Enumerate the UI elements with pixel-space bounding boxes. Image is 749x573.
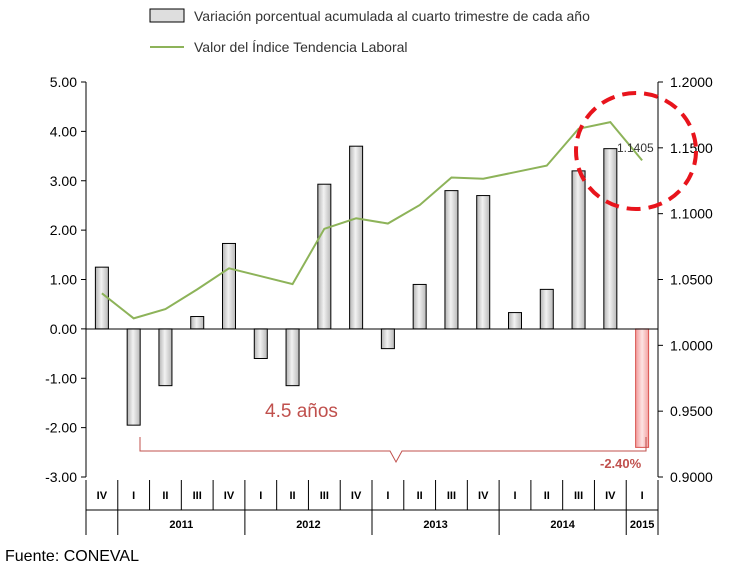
quarter-label: IV <box>97 490 108 502</box>
year-label: 2014 <box>550 519 575 531</box>
left-tick-label: 5.00 <box>50 74 77 90</box>
quarter-label: I <box>641 490 644 502</box>
quarter-label: IV <box>224 490 235 502</box>
left-tick-label: 0.00 <box>50 321 77 337</box>
year-label: 2015 <box>630 519 654 531</box>
left-tick-label: 4.00 <box>50 123 77 139</box>
quarter-label: I <box>259 490 262 502</box>
right-tick-label: 0.9500 <box>670 403 713 419</box>
left-tick-label: 1.00 <box>50 272 77 288</box>
quarter-label: III <box>193 490 202 502</box>
bar <box>285 328 300 387</box>
bar <box>444 190 459 330</box>
quarter-label: I <box>386 490 389 502</box>
bar <box>571 170 586 330</box>
bar <box>476 195 491 330</box>
bar <box>126 328 141 426</box>
right-axis-ticks: 0.9000 0.9500 1.0000 1.0500 1.1000 1.1500 1.20… <box>658 74 713 485</box>
quarter-label: II <box>162 490 168 502</box>
bar <box>412 283 427 330</box>
left-tick-label: -2.00 <box>45 420 77 436</box>
left-tick-label: -1.00 <box>45 370 77 386</box>
right-tick-label: 1.2000 <box>670 74 713 90</box>
year-label: 2013 <box>423 519 447 531</box>
right-tick-label: 0.9000 <box>670 469 713 485</box>
legend-bar-label: Variación porcentual acumulada al cuarto… <box>194 8 590 24</box>
source-label: Fuente: CONEVAL <box>5 548 139 565</box>
last-line-value-label: 1.1405 <box>617 141 654 155</box>
right-tick-label: 1.0000 <box>670 337 713 353</box>
right-tick-label: 1.1000 <box>670 206 713 222</box>
quarter-label: II <box>417 490 423 502</box>
last-bar-value-label: -2.40% <box>600 456 642 471</box>
line-series <box>101 121 643 320</box>
quarter-label: III <box>320 490 329 502</box>
left-tick-label: -3.00 <box>45 469 77 485</box>
bar <box>539 288 554 330</box>
bar <box>317 183 332 330</box>
span-brace <box>139 437 647 464</box>
quarter-label: III <box>574 490 583 502</box>
quarter-label: II <box>544 490 550 502</box>
quarter-label: IV <box>351 490 362 502</box>
left-tick-label: 3.00 <box>50 173 77 189</box>
right-tick-label: 1.1500 <box>670 140 713 156</box>
quarter-label: IV <box>605 490 616 502</box>
quarter-label: II <box>289 490 295 502</box>
legend-bar-swatch <box>149 8 185 23</box>
bar <box>508 312 522 330</box>
year-label: 2011 <box>169 519 193 531</box>
legend: Variación porcentual acumulada al cuarto… <box>149 8 590 55</box>
quarter-label: IV <box>478 490 489 502</box>
left-tick-label: 2.00 <box>50 222 77 238</box>
bar <box>603 148 618 330</box>
highlight-circle <box>574 91 698 211</box>
bar <box>190 316 205 330</box>
bar <box>222 242 236 330</box>
bar <box>380 328 395 350</box>
bar <box>635 328 650 448</box>
line-path <box>101 121 643 320</box>
bar <box>349 145 364 330</box>
quarter-label: I <box>513 490 516 502</box>
bar-series <box>94 145 650 448</box>
quarter-label: III <box>447 490 456 502</box>
span-label: 4.5 años <box>265 401 338 422</box>
quarter-label: I <box>132 490 135 502</box>
right-tick-label: 1.0500 <box>670 272 713 288</box>
bar <box>253 328 268 359</box>
legend-line-label: Valor del Índice Tendencia Laboral <box>194 39 408 55</box>
bar <box>158 328 173 387</box>
year-label: 2012 <box>296 519 320 531</box>
left-axis-ticks: -3.00 -2.00 -1.00 0.00 1.00 2.00 3.00 4.00 5.00 <box>45 74 86 485</box>
